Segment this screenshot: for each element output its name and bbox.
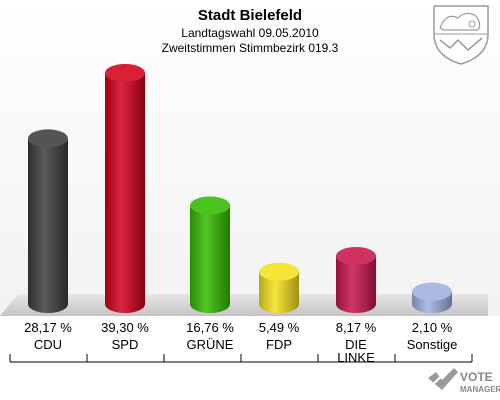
category-label: GRÜNE [187,337,234,352]
value-label: 16,76 % [186,320,234,335]
bar-cap [190,196,230,215]
coat-of-arms-logo [433,5,489,65]
chart-title: Stadt Bielefeld [198,7,302,24]
bars-group [28,64,452,313]
bar-cap [105,64,145,82]
bar-grüne [190,196,230,313]
value-label: 8,17 % [336,320,377,335]
chart-background [0,0,500,316]
labels-group: 28,17 % CDU 39,30 % SPD 16,76 % GRÜNE 5,49 % FD… [24,320,457,365]
x-axis-ticks [9,354,473,362]
vote-manager-watermark: VOTE MANAGER [428,368,500,394]
checkmark-logo-icon [428,368,458,390]
bar-body [28,138,68,313]
bar-cap [259,262,299,281]
value-label: 2,10 % [412,320,453,335]
bar-spd [105,64,145,313]
chart-subtitle-district: Zweitstimmen Stimmbezirk 019.3 [162,41,339,55]
bar-cap [336,246,376,265]
bar-body [190,205,230,313]
value-label: 5,49 % [259,320,300,335]
watermark-line2: MANAGER [460,385,500,394]
category-label: DIE LINKE [337,337,375,365]
bar-body [259,271,299,313]
bar-body [105,73,145,313]
watermark-line1: VOTE [460,370,493,384]
value-label: 39,30 % [101,320,149,335]
bar-sonstige [412,282,452,313]
chart-subtitle-election: Landtagswahl 09.05.2010 [181,26,319,40]
category-label: FDP [266,337,292,352]
bar-fdp [259,262,299,313]
bar-cap [28,129,68,148]
category-label: CDU [34,337,62,352]
bar-cdu [28,129,68,313]
bar-body [336,255,376,313]
bar-die-linke [336,246,376,313]
category-label: Sonstige [407,337,458,352]
value-label: 28,17 % [24,320,72,335]
category-label: SPD [112,337,139,352]
bar-cap [412,282,452,301]
